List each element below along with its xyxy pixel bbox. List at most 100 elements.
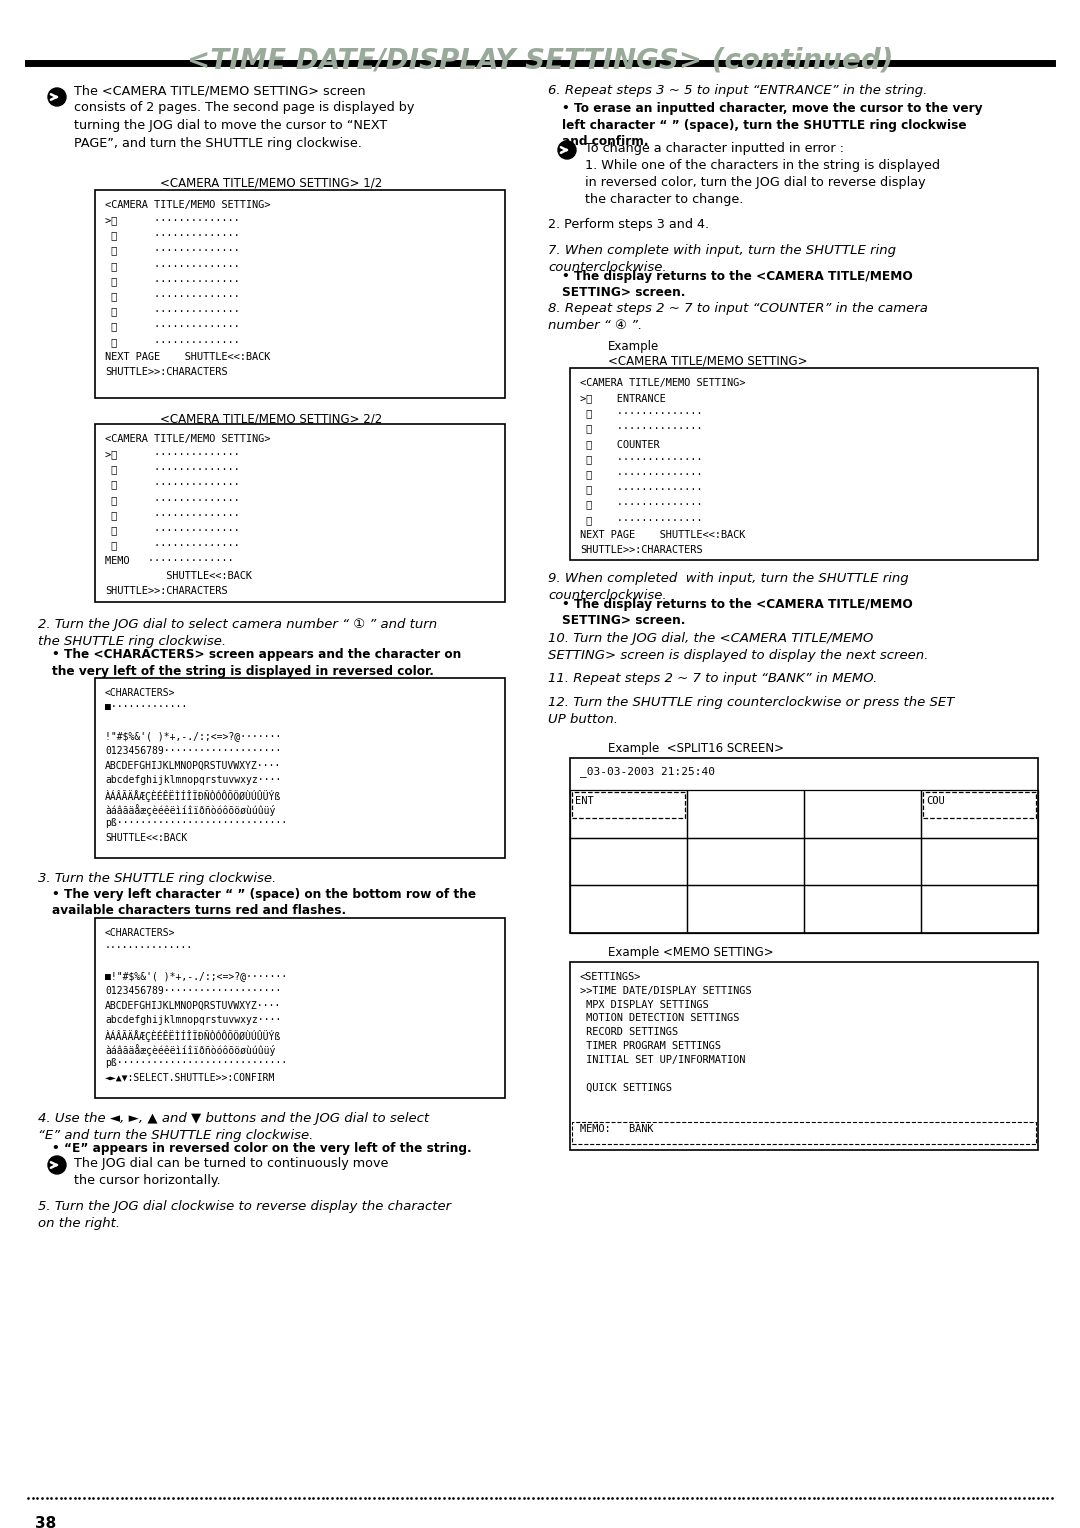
Text: SHUTTLE>>:CHARACTERS: SHUTTLE>>:CHARACTERS bbox=[580, 545, 702, 555]
Bar bbox=[921, 837, 1038, 885]
Text: The <CAMERA TITLE/MEMO SETTING> screen
consists of 2 pages. The second page is d: The <CAMERA TITLE/MEMO SETTING> screen c… bbox=[75, 84, 415, 150]
Bar bbox=[687, 837, 804, 885]
Text: 0123456789····················: 0123456789···················· bbox=[105, 986, 281, 996]
Text: • The <CHARACTERS> screen appears and the character on
the very left of the stri: • The <CHARACTERS> screen appears and th… bbox=[52, 648, 461, 677]
Text: ABCDEFGHIJKLMNOPQRSTUVWXYZ····: ABCDEFGHIJKLMNOPQRSTUVWXYZ···· bbox=[105, 1001, 281, 1010]
Bar bbox=[570, 963, 1038, 1151]
Text: 3. Turn the SHUTTLE ring clockwise.: 3. Turn the SHUTTLE ring clockwise. bbox=[38, 872, 276, 885]
Text: ⑥      ··············: ⑥ ·············· bbox=[105, 292, 240, 301]
Bar bbox=[921, 885, 1038, 934]
Text: • The display returns to the <CAMERA TITLE/MEMO
SETTING> screen.: • The display returns to the <CAMERA TIT… bbox=[562, 270, 913, 299]
Bar bbox=[572, 1122, 1036, 1144]
Text: ②    ··············: ② ·············· bbox=[580, 408, 702, 419]
Bar bbox=[570, 758, 1038, 934]
Text: Example  <SPLIT16 SCREEN>: Example <SPLIT16 SCREEN> bbox=[608, 743, 784, 755]
Bar bbox=[570, 885, 687, 934]
Text: 10. Turn the JOG dial, the <CAMERA TITLE/MEMO
SETTING> screen is displayed to di: 10. Turn the JOG dial, the <CAMERA TITLE… bbox=[548, 633, 929, 662]
Bar bbox=[921, 790, 1038, 837]
Text: ④    COUNTER: ④ COUNTER bbox=[580, 439, 660, 449]
Text: MEMO:   BANK: MEMO: BANK bbox=[580, 1123, 653, 1134]
Text: RECORD SETTINGS: RECORD SETTINGS bbox=[580, 1027, 678, 1038]
Text: ⑯      ··············: ⑯ ·············· bbox=[105, 526, 240, 535]
Bar bbox=[804, 885, 921, 934]
Text: ⑨      ··············: ⑨ ·············· bbox=[105, 336, 240, 347]
Text: ···············: ··············· bbox=[105, 943, 193, 952]
Text: ⑤    ··············: ⑤ ·············· bbox=[580, 454, 702, 465]
Text: >①      ··············: >① ·············· bbox=[105, 215, 240, 225]
Text: MEMO   ··············: MEMO ·············· bbox=[105, 556, 233, 565]
Text: _03-03-2003 21:25:40: _03-03-2003 21:25:40 bbox=[580, 766, 715, 776]
Text: SHUTTLE<<:BACK: SHUTTLE<<:BACK bbox=[105, 571, 252, 581]
Text: <CAMERA TITLE/MEMO SETTING>: <CAMERA TITLE/MEMO SETTING> bbox=[105, 200, 270, 209]
Text: ⑧    ··············: ⑧ ·············· bbox=[580, 500, 702, 510]
Text: 6. Repeat steps 3 ~ 5 to input “ENTRANCE” in the string.: 6. Repeat steps 3 ~ 5 to input “ENTRANCE… bbox=[548, 84, 928, 96]
Circle shape bbox=[48, 1157, 66, 1174]
Text: !"#$%&'( )*+,-./:;<=>?@·······: !"#$%&'( )*+,-./:;<=>?@······· bbox=[105, 732, 281, 741]
Text: ■·············: ■············· bbox=[105, 703, 187, 712]
Bar bbox=[95, 678, 505, 859]
Text: >>TIME DATE/DISPLAY SETTINGS: >>TIME DATE/DISPLAY SETTINGS bbox=[580, 986, 752, 996]
Text: 12. Turn the SHUTTLE ring counterclockwise or press the SET
UP button.: 12. Turn the SHUTTLE ring counterclockwi… bbox=[548, 695, 955, 726]
Text: 4. Use the ◄, ►, ▲ and ▼ buttons and the JOG dial to select
“E” and turn the SHU: 4. Use the ◄, ►, ▲ and ▼ buttons and the… bbox=[38, 1112, 429, 1141]
Text: ③    ··············: ③ ·············· bbox=[580, 423, 702, 434]
Bar bbox=[804, 837, 921, 885]
Text: SHUTTLE>>:CHARACTERS: SHUTTLE>>:CHARACTERS bbox=[105, 587, 228, 596]
Text: 11. Repeat steps 2 ~ 7 to input “BANK” in MEMO.: 11. Repeat steps 2 ~ 7 to input “BANK” i… bbox=[548, 672, 877, 685]
Text: 2. Turn the JOG dial to select camera number “ ① ” and turn
the SHUTTLE ring clo: 2. Turn the JOG dial to select camera nu… bbox=[38, 617, 437, 648]
Text: NEXT PAGE    SHUTTLE<<:BACK: NEXT PAGE SHUTTLE<<:BACK bbox=[580, 530, 745, 539]
Text: ⑬      ··············: ⑬ ·············· bbox=[105, 480, 240, 489]
Text: <SETTINGS>: <SETTINGS> bbox=[580, 972, 642, 983]
Text: 38: 38 bbox=[35, 1516, 56, 1528]
Text: ⑧      ··············: ⑧ ·············· bbox=[105, 321, 240, 332]
Bar bbox=[570, 837, 687, 885]
Text: <CAMERA TITLE/MEMO SETTING>: <CAMERA TITLE/MEMO SETTING> bbox=[105, 434, 270, 445]
Bar bbox=[95, 918, 505, 1099]
Text: pß·····························: pß····························· bbox=[105, 1059, 287, 1068]
Text: ⑨    ··············: ⑨ ·············· bbox=[580, 515, 702, 524]
Text: ⑰      ··············: ⑰ ·············· bbox=[105, 541, 240, 550]
Text: ⑦    ··············: ⑦ ·············· bbox=[580, 484, 702, 495]
Text: ⑭      ··············: ⑭ ·············· bbox=[105, 495, 240, 504]
Text: ⑥    ··············: ⑥ ·············· bbox=[580, 469, 702, 480]
Text: <CHARACTERS>: <CHARACTERS> bbox=[105, 927, 175, 938]
Text: <TIME DATE/DISPLAY SETTINGS> (continued): <TIME DATE/DISPLAY SETTINGS> (continued) bbox=[187, 46, 893, 73]
Text: àáâãäåæçèéêëìíîïðñòóôõöøùúûüý: àáâãäåæçèéêëìíîïðñòóôõöøùúûüý bbox=[105, 1044, 275, 1056]
Text: • “E” appears in reversed color on the very left of the string.: • “E” appears in reversed color on the v… bbox=[52, 1141, 472, 1155]
Text: TIMER PROGRAM SETTINGS: TIMER PROGRAM SETTINGS bbox=[580, 1041, 720, 1051]
Text: 5. Turn the JOG dial clockwise to reverse display the character
on the right.: 5. Turn the JOG dial clockwise to revers… bbox=[38, 1199, 451, 1230]
Text: <CAMERA TITLE/MEMO SETTING> 2/2: <CAMERA TITLE/MEMO SETTING> 2/2 bbox=[160, 413, 382, 425]
Text: <CAMERA TITLE/MEMO SETTING>: <CAMERA TITLE/MEMO SETTING> bbox=[608, 354, 808, 367]
Bar bbox=[804, 790, 921, 837]
Text: àáâãäåæçèéêëìíîïðñòóôõöøùúûüý: àáâãäåæçèéêëìíîïðñòóôõöøùúûüý bbox=[105, 804, 275, 816]
Text: >⑪      ··············: >⑪ ·············· bbox=[105, 449, 240, 460]
Text: ENT: ENT bbox=[575, 796, 594, 805]
Text: ⑮      ··············: ⑮ ·············· bbox=[105, 510, 240, 520]
Text: ⑦      ··············: ⑦ ·············· bbox=[105, 307, 240, 316]
Text: The JOG dial can be turned to continuously move
the cursor horizontally.: The JOG dial can be turned to continuous… bbox=[75, 1157, 389, 1187]
Text: 9. When completed  with input, turn the SHUTTLE ring
counterclockwise.: 9. When completed with input, turn the S… bbox=[548, 571, 908, 602]
Text: To change a character inputted in error :
1. While one of the characters in the : To change a character inputted in error … bbox=[585, 142, 940, 206]
Text: Example: Example bbox=[608, 341, 659, 353]
Bar bbox=[923, 792, 1036, 817]
Text: NEXT PAGE    SHUTTLE<<:BACK: NEXT PAGE SHUTTLE<<:BACK bbox=[105, 351, 270, 362]
Text: • The very left character “ ” (space) on the bottom row of the
available charact: • The very left character “ ” (space) on… bbox=[52, 888, 476, 917]
Text: ③      ··············: ③ ·············· bbox=[105, 246, 240, 255]
Text: <CAMERA TITLE/MEMO SETTING>: <CAMERA TITLE/MEMO SETTING> bbox=[580, 377, 745, 388]
Circle shape bbox=[558, 141, 576, 159]
Bar bbox=[570, 368, 1038, 559]
Text: ■!"#$%&'( )*+,-./:;<=>?@·······: ■!"#$%&'( )*+,-./:;<=>?@······· bbox=[105, 972, 287, 981]
Bar bbox=[687, 885, 804, 934]
Text: ⑤      ··············: ⑤ ·············· bbox=[105, 277, 240, 286]
Text: ÀÁÂÃÄÅÆÇÈÉÊËÌÍÎÏÐÑÒÓÔÕÖØÙÚÛÜÝß: ÀÁÂÃÄÅÆÇÈÉÊËÌÍÎÏÐÑÒÓÔÕÖØÙÚÛÜÝß bbox=[105, 1030, 281, 1042]
Bar bbox=[95, 423, 505, 602]
Text: INITIAL SET UP/INFORMATION: INITIAL SET UP/INFORMATION bbox=[580, 1054, 745, 1065]
Bar bbox=[687, 790, 804, 837]
Text: 2. Perform steps 3 and 4.: 2. Perform steps 3 and 4. bbox=[548, 219, 710, 231]
Bar bbox=[570, 790, 687, 837]
Text: abcdefghijklmnopqrstuvwxyz····: abcdefghijklmnopqrstuvwxyz···· bbox=[105, 775, 281, 785]
Text: <CHARACTERS>: <CHARACTERS> bbox=[105, 688, 175, 698]
Text: ABCDEFGHIJKLMNOPQRSTUVWXYZ····: ABCDEFGHIJKLMNOPQRSTUVWXYZ···· bbox=[105, 761, 281, 770]
Text: ②      ··············: ② ·············· bbox=[105, 231, 240, 240]
Text: • To erase an inputted character, move the cursor to the very
left character “ ”: • To erase an inputted character, move t… bbox=[562, 102, 983, 148]
Text: SHUTTLE<<:BACK: SHUTTLE<<:BACK bbox=[105, 833, 187, 843]
